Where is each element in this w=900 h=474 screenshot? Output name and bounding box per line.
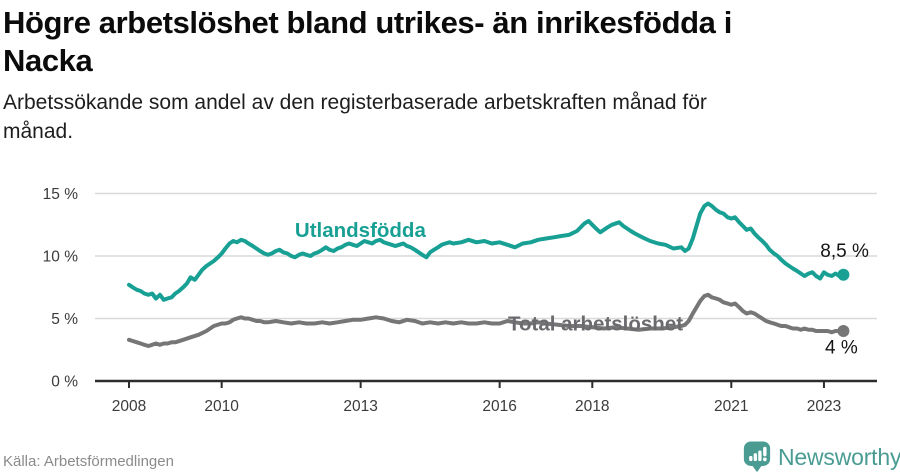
page-title-line-2: Nacka xyxy=(3,42,93,78)
series-end-dot-total xyxy=(837,325,850,337)
x-tick-label: 2018 xyxy=(575,398,609,415)
series-end-dot-utlandsfodda xyxy=(837,268,850,281)
chart-subtitle: Arbetssökande som andel av den registerb… xyxy=(3,89,863,147)
chart-subtitle-line-2: månad. xyxy=(3,119,74,143)
y-tick-label: 15 % xyxy=(43,186,79,203)
series-label-utlandsfodda: Utlandsfödda xyxy=(295,219,427,242)
y-tick-label: 0 % xyxy=(51,374,78,391)
newsworthy-wordmark: Newsworthy xyxy=(778,443,900,470)
x-tick-label: 2023 xyxy=(807,398,841,415)
logo-bar-chart-icon xyxy=(758,450,762,462)
chart-subtitle-line-1: Arbetssökande som andel av den registerb… xyxy=(3,91,707,114)
x-tick-label: 2021 xyxy=(714,398,748,415)
logo-exclamation-icon xyxy=(763,446,767,457)
page-title-line-1: Högre arbetslöshet bland utrikes- än inr… xyxy=(3,5,732,40)
y-tick-label: 10 % xyxy=(43,249,79,266)
page-title: Högre arbetslöshet bland utrikes- än inr… xyxy=(3,4,897,80)
logo-bubble-tail xyxy=(751,464,763,473)
logo-bar-chart-icon xyxy=(749,456,753,462)
x-tick-label: 2010 xyxy=(204,398,239,415)
y-tick-label: 5 % xyxy=(51,311,78,328)
x-tick-label: 2016 xyxy=(482,398,516,415)
newsworthy-logo: Newsworthy xyxy=(743,440,900,474)
newsworthy-bubble-icon xyxy=(743,441,771,473)
series-line-utlandsfodda xyxy=(127,201,846,302)
series-label-total: Total arbetslöshet xyxy=(508,312,683,335)
x-tick-label: 2013 xyxy=(343,398,377,415)
end-label-total: 4 % xyxy=(825,338,858,359)
logo-exclamation-dot xyxy=(762,457,767,462)
logo-bar-chart-icon xyxy=(753,453,757,462)
series-line-total xyxy=(127,292,846,348)
end-label-utlandsfodda: 8,5 % xyxy=(820,241,869,262)
x-tick-label: 2008 xyxy=(112,398,146,415)
source-caption: Källa: Arbetsförmedlingen xyxy=(3,453,174,470)
